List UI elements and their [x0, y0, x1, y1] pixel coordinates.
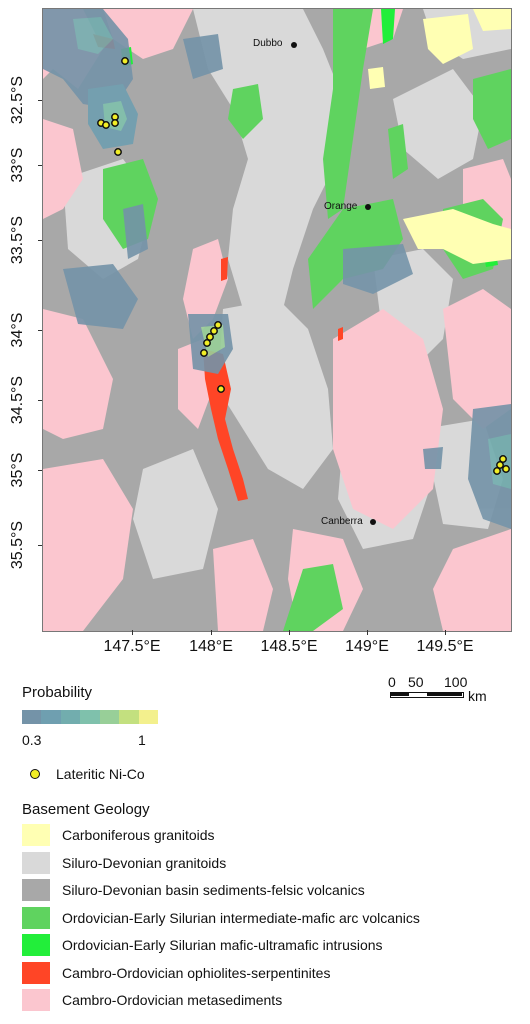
map-canvas: [43, 9, 511, 631]
probability-ramp-step: [99, 710, 120, 724]
legend-item-geology: Siluro-Devonian basin sediments-felsic v…: [22, 879, 365, 901]
legend-item-geology: Ordovician-Early Silurian intermediate-m…: [22, 906, 420, 929]
probability-color-ramp: [22, 710, 158, 724]
ni-co-point: [502, 465, 510, 473]
lon-label: 148°E: [189, 638, 233, 655]
carboniferous-granitoids-layer: [368, 9, 511, 264]
lon-label: 149.5°E: [416, 638, 474, 655]
legend-label: Cambro-Ordovician ophiolites-serpentinit…: [62, 964, 331, 981]
ni-co-point: [217, 385, 225, 393]
ni-co-point: [210, 327, 218, 335]
ni-co-point: [206, 333, 214, 341]
scale-tick-100: 100: [444, 674, 468, 690]
geology-swatch: [22, 906, 50, 929]
lat-label: 33°S: [9, 147, 26, 183]
city-label-dubbo: Dubbo: [253, 38, 283, 49]
lon-label: 148.5°E: [260, 638, 318, 655]
lon-tick: [289, 630, 290, 635]
geology-swatch: [22, 934, 50, 956]
ni-co-point: [111, 119, 119, 127]
city-markers: [291, 42, 376, 525]
lat-label: 35°S: [9, 452, 26, 488]
ni-co-point: [493, 467, 501, 475]
lon-tick: [445, 630, 446, 635]
lon-tick: [367, 630, 368, 635]
city-marker-canberra: [370, 519, 376, 525]
lon-tick: [132, 630, 133, 635]
lat-label: 34.5°S: [9, 375, 26, 425]
lat-tick: [38, 400, 42, 401]
ni-co-point: [214, 321, 222, 329]
legend-label: Cambro-Ordovician metasediments: [62, 992, 283, 1008]
geology-swatch: [22, 989, 50, 1011]
ni-co-point: [203, 339, 211, 347]
lat-label: 35.5°S: [9, 520, 26, 570]
legend-item-geology: Siluro-Devonian granitoids: [22, 851, 227, 874]
legend-label: Siluro-Devonian granitoids: [62, 854, 227, 871]
ni-co-point: [114, 148, 122, 156]
legend-label: Ordovician-Early Silurian intermediate-m…: [62, 909, 420, 926]
probability-ramp-step: [80, 710, 100, 724]
lon-label: 147.5°E: [103, 638, 161, 655]
scale-bar-segment: [391, 693, 409, 696]
lateritic-ni-co-points: [97, 57, 510, 475]
lat-tick: [38, 240, 42, 241]
legend-item-geology: Carboniferous granitoids: [22, 824, 215, 846]
probability-ramp-step: [60, 710, 81, 724]
legend-label: Lateritic Ni-Co: [56, 766, 145, 782]
city-label-canberra: Canberra: [321, 516, 363, 527]
probability-ramp-step: [119, 710, 139, 724]
lat-tick: [38, 165, 42, 166]
geology-map[interactable]: [42, 8, 512, 632]
probability-ramp-step: [22, 710, 42, 724]
geology-swatch: [22, 824, 50, 846]
probability-min-label: 0.3: [22, 732, 42, 748]
scale-bar-frame: [390, 692, 464, 698]
legend-label: Ordovician-Early Silurian mafic-ultramaf…: [62, 937, 383, 953]
geology-swatch: [22, 851, 50, 874]
ni-co-point: [200, 349, 208, 357]
lon-tick: [211, 630, 212, 635]
scale-bar: 0 50 100 km: [388, 674, 518, 710]
probability-ramp-step: [41, 710, 61, 724]
probability-title: Probability: [22, 684, 93, 701]
ni-co-point-icon: [30, 769, 40, 779]
legend-item-geology: Cambro-Ordovician metasediments: [22, 989, 282, 1011]
probability-ramp-step: [138, 710, 158, 724]
lat-label: 33.5°S: [9, 215, 26, 265]
legend-label: Siluro-Devonian basin sediments-felsic v…: [62, 882, 365, 898]
lon-label: 149°E: [345, 638, 389, 655]
lat-tick: [38, 470, 42, 471]
lat-tick: [38, 100, 42, 101]
lat-label: 34°S: [9, 312, 26, 348]
legend-item-geology: Cambro-Ordovician ophiolites-serpentinit…: [22, 961, 331, 984]
scale-tick-0: 0: [388, 674, 396, 690]
legend-item-geology: Ordovician-Early Silurian mafic-ultramaf…: [22, 934, 383, 956]
ni-co-point: [496, 461, 504, 469]
probability-max-label: 1: [138, 732, 146, 748]
ni-co-point: [102, 121, 110, 129]
legend-label: Carboniferous granitoids: [62, 827, 215, 843]
lat-label: 32.5°S: [9, 75, 26, 125]
geology-swatch: [22, 879, 50, 901]
geology-swatch: [22, 961, 50, 984]
scale-bar-segment: [427, 693, 462, 696]
scale-unit: km: [468, 688, 487, 704]
legend-item-lateritic-ni-co: Lateritic Ni-Co: [20, 763, 145, 785]
lat-tick: [38, 545, 42, 546]
scale-tick-50: 50: [408, 674, 424, 690]
lat-tick: [38, 330, 42, 331]
city-marker-dubbo: [291, 42, 297, 48]
ni-co-point: [499, 455, 507, 463]
geology-title: Basement Geology: [22, 801, 150, 818]
city-marker-orange: [365, 204, 371, 210]
city-label-orange: Orange: [324, 201, 358, 212]
ni-co-point: [121, 57, 129, 65]
probability-layer: [43, 9, 511, 529]
